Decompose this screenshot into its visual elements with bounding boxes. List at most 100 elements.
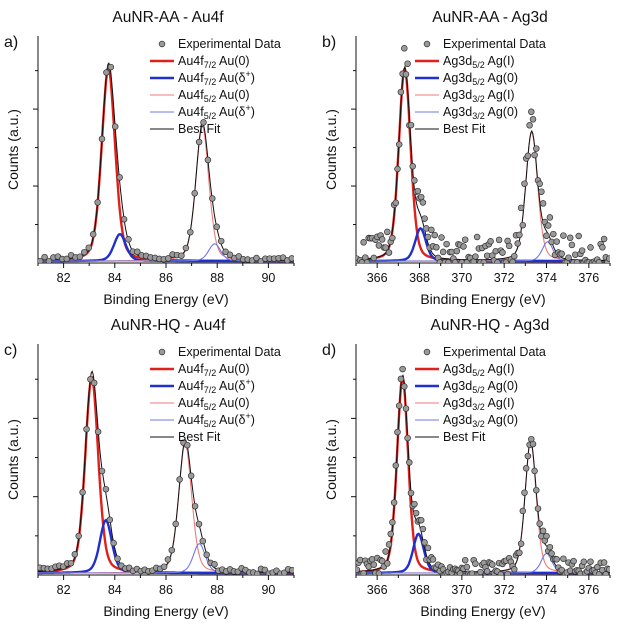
y-axis-label: Counts (a.u.) bbox=[323, 109, 339, 190]
legend-label: Best Fit bbox=[443, 122, 486, 136]
data-point bbox=[382, 244, 389, 251]
panel-title: AuNR-AA - Ag3d bbox=[432, 9, 547, 26]
x-tick-label: 84 bbox=[108, 583, 122, 597]
data-point bbox=[38, 257, 44, 263]
x-tick-label: 90 bbox=[261, 583, 275, 597]
data-point bbox=[461, 236, 469, 243]
data-point bbox=[560, 555, 567, 562]
legend-item: Ag3d5/2 Ag(I) bbox=[415, 54, 515, 70]
data-point bbox=[428, 226, 435, 234]
data-point bbox=[114, 555, 121, 562]
legend-item: Au4f7/2 Au(δ+) bbox=[150, 69, 255, 87]
data-point bbox=[176, 476, 183, 483]
data-point bbox=[546, 543, 554, 551]
panel-c: AuNR-HQ - Au4f c) 82 84 86 88 90 Binding Energy… bbox=[4, 317, 295, 619]
data-point bbox=[517, 540, 525, 547]
data-point bbox=[394, 165, 401, 173]
legend-label: Au4f7/2 Au(0) bbox=[178, 362, 250, 378]
data-point bbox=[385, 249, 393, 256]
data-point bbox=[524, 152, 532, 160]
data-point bbox=[499, 249, 506, 256]
data-point bbox=[543, 532, 550, 540]
legend: Experimental Data Au4f7/2 Au(0)Au4f7/2 Au… bbox=[150, 345, 281, 444]
data-point bbox=[253, 254, 260, 262]
legend-label: Best Fit bbox=[443, 430, 486, 444]
data-point bbox=[536, 520, 543, 527]
data-point bbox=[164, 255, 172, 262]
data-point bbox=[595, 259, 603, 263]
data-point bbox=[356, 566, 361, 573]
legend-label: Au4f5/2 Au(0) bbox=[178, 396, 250, 412]
x-tick-label: 374 bbox=[536, 271, 557, 285]
legend-label: Best Fit bbox=[178, 430, 221, 444]
x-tick-label: 372 bbox=[494, 271, 515, 285]
data-point bbox=[531, 467, 538, 475]
legend-item: Experimental Data bbox=[158, 345, 281, 359]
data-point bbox=[90, 379, 98, 387]
data-point bbox=[125, 236, 132, 243]
panel-title: AuNR-HQ - Ag3d bbox=[431, 317, 550, 334]
panel-label: d) bbox=[322, 342, 336, 359]
legend-label: Experimental Data bbox=[178, 345, 281, 359]
data-point bbox=[98, 135, 106, 143]
legend-item: Experimental Data bbox=[423, 345, 546, 359]
legend-marker bbox=[423, 348, 431, 356]
data-point bbox=[395, 402, 403, 409]
data-point bbox=[106, 516, 114, 524]
data-point bbox=[509, 258, 516, 263]
legend-label: Au4f7/2 Au(δ+) bbox=[178, 377, 255, 395]
data-point bbox=[528, 108, 535, 116]
y-axis-label: Counts (a.u.) bbox=[5, 109, 21, 190]
data-point bbox=[587, 244, 594, 251]
plot-area bbox=[356, 45, 610, 263]
x-tick-label: 82 bbox=[57, 271, 71, 285]
data-point bbox=[110, 539, 117, 547]
data-point bbox=[89, 231, 97, 238]
legend-label: Ag3d3/2 Ag(I) bbox=[443, 88, 515, 104]
data-point bbox=[360, 239, 367, 246]
data-point bbox=[404, 434, 411, 442]
data-point bbox=[511, 566, 518, 573]
data-point bbox=[522, 465, 530, 472]
x-tick-label: 376 bbox=[578, 583, 599, 597]
data-point bbox=[516, 549, 523, 557]
legend-item: Experimental Data bbox=[158, 37, 281, 51]
data-point bbox=[76, 253, 84, 260]
panel-b: AuNR-AA - Ag3d b) 366 368 370 372 374 376 Bindin… bbox=[322, 9, 611, 307]
data-point bbox=[288, 567, 294, 574]
data-point bbox=[472, 560, 479, 567]
data-point bbox=[392, 462, 400, 469]
data-point bbox=[406, 459, 413, 466]
data-point bbox=[477, 568, 484, 575]
data-point bbox=[568, 241, 576, 249]
data-point bbox=[443, 240, 450, 248]
legend-item: Ag3d5/2 Ag(0) bbox=[415, 379, 518, 395]
legend-label: Ag3d3/2 Ag(I) bbox=[443, 396, 515, 412]
panel-label: c) bbox=[4, 342, 17, 359]
data-point bbox=[172, 520, 179, 528]
data-point bbox=[460, 243, 467, 250]
data-point bbox=[417, 193, 425, 201]
data-point bbox=[453, 247, 461, 255]
data-point bbox=[516, 231, 523, 239]
data-point bbox=[120, 216, 128, 223]
y-axis-label: Counts (a.u.) bbox=[323, 419, 339, 500]
component-curve bbox=[38, 68, 294, 263]
x-tick-label: 90 bbox=[261, 271, 275, 285]
data-point bbox=[375, 570, 383, 575]
data-point bbox=[533, 145, 540, 152]
data-point bbox=[107, 63, 115, 71]
data-point bbox=[85, 244, 93, 251]
data-point bbox=[511, 252, 518, 260]
data-point bbox=[560, 232, 567, 239]
data-point bbox=[480, 259, 488, 263]
x-tick-label: 370 bbox=[451, 271, 472, 285]
data-point bbox=[407, 489, 415, 497]
data-point bbox=[370, 254, 378, 262]
data-point bbox=[103, 69, 110, 76]
data-point bbox=[529, 440, 537, 448]
data-point bbox=[98, 467, 106, 475]
data-point bbox=[424, 544, 432, 552]
legend-item: Ag3d5/2 Ag(0) bbox=[415, 71, 518, 87]
